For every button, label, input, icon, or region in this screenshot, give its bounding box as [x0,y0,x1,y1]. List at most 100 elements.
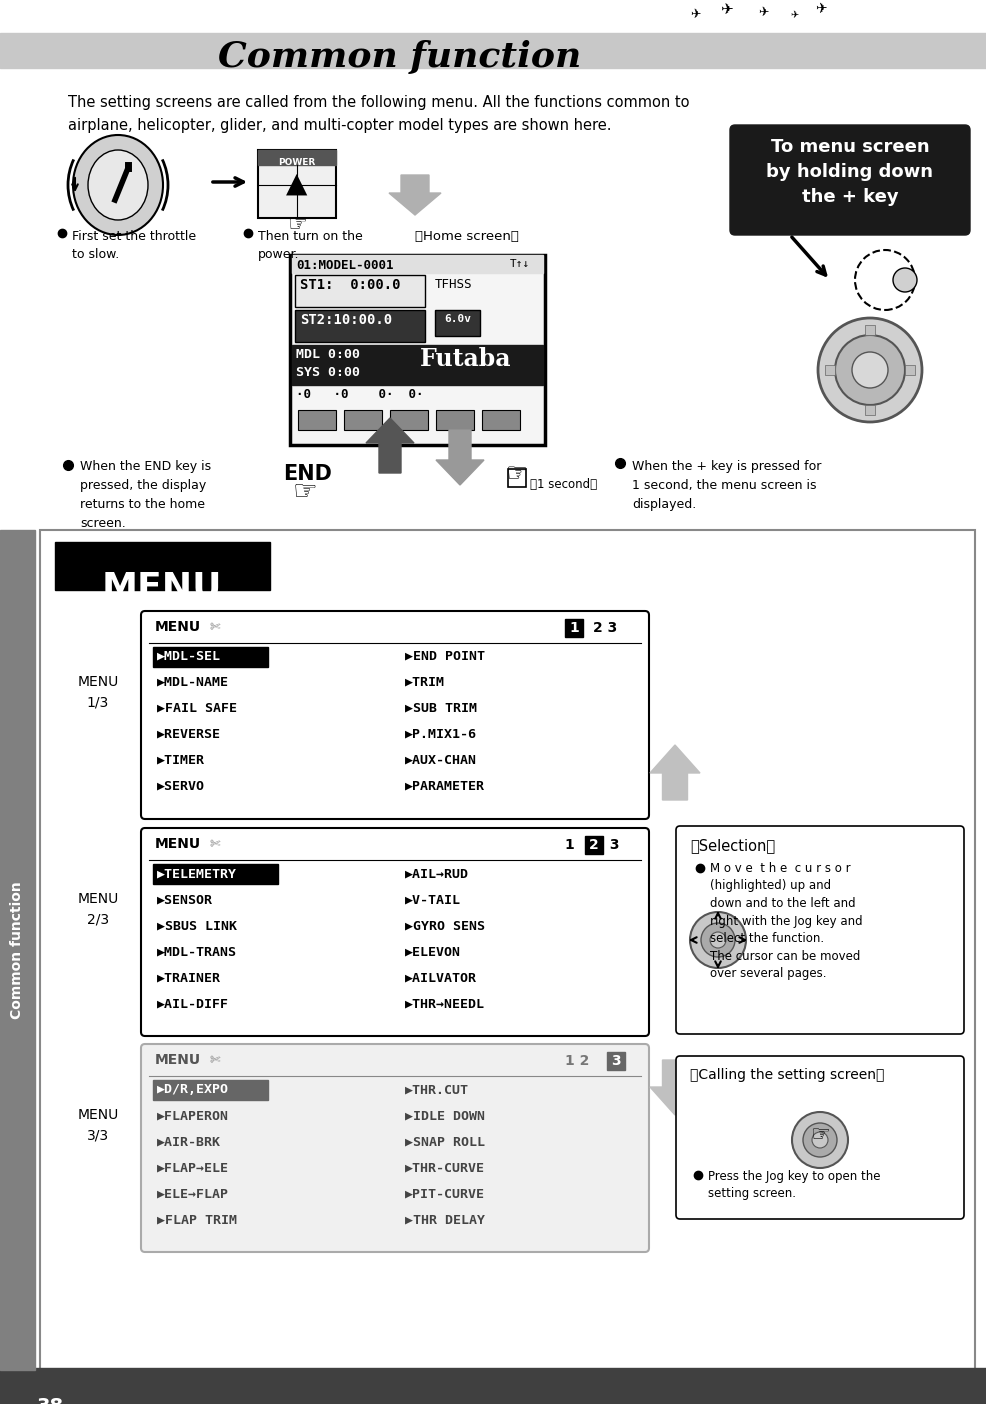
Text: 2: 2 [589,838,599,852]
Text: MENU: MENU [155,621,201,635]
Text: ▶FLAP TRIM: ▶FLAP TRIM [157,1213,237,1226]
Text: Common function: Common function [218,39,581,74]
Text: ▶FLAP→ELE: ▶FLAP→ELE [157,1161,229,1174]
Text: ▶V-TAIL: ▶V-TAIL [404,893,460,906]
Bar [508,469,526,487]
Text: airplane, helicopter, glider, and multi-copter model types are shown here.: airplane, helicopter, glider, and multi-… [68,118,611,133]
Text: ▶MDL-TRANS: ▶MDL-TRANS [157,945,237,958]
Bar [292,256,542,272]
Text: 3: 3 [610,1054,620,1068]
Bar [298,410,335,430]
Bar [153,1080,268,1099]
Text: ▶D/R,EXPO: ▶D/R,EXPO [157,1082,229,1097]
Text: ▶AIL→RUD: ▶AIL→RUD [404,868,468,880]
Text: POWER: POWER [278,159,316,167]
Bar [585,835,602,854]
FancyBboxPatch shape [141,828,649,1036]
Text: ▶SNAP ROLL: ▶SNAP ROLL [404,1134,484,1148]
Text: END: END [283,463,332,484]
Text: ✈: ✈ [757,6,768,20]
Text: When the END key is
pressed, the display
returns to the home
screen.: When the END key is pressed, the display… [80,461,211,529]
Circle shape [700,922,735,958]
Bar [40,529,974,1380]
Text: ▶SERVO: ▶SERVO [157,781,205,793]
Circle shape [791,1112,847,1168]
Text: MENU
2/3: MENU 2/3 [77,892,118,927]
Circle shape [803,1123,836,1157]
Text: ▶ELE→FLAP: ▶ELE→FLAP [157,1186,229,1200]
Text: MENU: MENU [102,570,222,604]
Text: 2 3: 2 3 [593,621,616,635]
Text: ▶GYRO SENS: ▶GYRO SENS [404,920,484,932]
Text: ▶THR.CUT: ▶THR.CUT [404,1082,468,1097]
Text: ✄: ✄ [210,837,220,849]
Bar [824,365,834,375]
Text: ▶FLAPERON: ▶FLAPERON [157,1109,229,1122]
Bar [0,529,35,1370]
Bar [436,410,473,430]
Text: MDL 0:00: MDL 0:00 [296,348,360,361]
Text: Then turn on the
power.: Then turn on the power. [257,230,363,261]
Bar [292,345,542,385]
Bar [153,647,268,667]
Text: ▶THR DELAY: ▶THR DELAY [404,1213,484,1226]
Text: T↑↓: T↑↓ [510,258,529,270]
Text: ▶END POINT: ▶END POINT [404,650,484,663]
Text: ▶P.MIX1-6: ▶P.MIX1-6 [404,729,476,741]
Text: MENU
1/3: MENU 1/3 [77,675,118,709]
Circle shape [892,268,916,292]
Bar [606,1052,624,1070]
Text: TFHSS: TFHSS [435,278,472,291]
Text: 1: 1 [564,838,579,852]
Text: ☞: ☞ [810,1125,829,1146]
Text: First set the throttle
to slow.: First set the throttle to slow. [72,230,196,261]
Circle shape [834,336,904,404]
Text: 38: 38 [36,1397,63,1404]
Text: ▶SENSOR: ▶SENSOR [157,893,213,906]
FancyBboxPatch shape [675,1056,963,1219]
Text: 6.0v: 6.0v [444,314,471,324]
Text: ▶TRAINER: ▶TRAINER [157,972,221,984]
Bar [153,863,278,885]
FancyBboxPatch shape [675,826,963,1033]
Text: ▶THR→NEEDL: ▶THR→NEEDL [404,997,484,1009]
Text: ▶PIT-CURVE: ▶PIT-CURVE [404,1186,484,1200]
Text: ST2:10:00.0: ST2:10:00.0 [300,313,391,327]
Bar [564,619,583,637]
FancyArrow shape [650,1060,699,1115]
Text: 「Home screen」: 「Home screen」 [414,230,519,243]
Text: ▶MDL-NAME: ▶MDL-NAME [157,675,229,689]
Text: ▶AIR-BRK: ▶AIR-BRK [157,1134,221,1148]
Text: 01:MODEL-0001: 01:MODEL-0001 [296,258,393,272]
Text: ☞: ☞ [292,477,317,505]
Circle shape [817,317,921,423]
Text: ▲: ▲ [286,170,308,198]
Text: Press the Jog key to open the
setting screen.: Press the Jog key to open the setting sc… [707,1170,880,1200]
Bar [344,410,382,430]
Text: ☞: ☞ [287,215,307,234]
Text: ▶AILVATOR: ▶AILVATOR [404,972,476,984]
Circle shape [851,352,887,388]
Bar [0,1367,986,1404]
Bar [55,542,270,590]
Text: To menu screen
by holding down
the + key: To menu screen by holding down the + key [766,138,933,206]
FancyBboxPatch shape [730,125,969,234]
Text: When the + key is pressed for
1 second, the menu screen is
displayed.: When the + key is pressed for 1 second, … [631,461,820,511]
FancyArrow shape [388,176,441,215]
Text: SYS 0:00: SYS 0:00 [296,366,360,379]
FancyArrow shape [650,746,699,800]
Bar [389,410,428,430]
Text: ▶ELEVON: ▶ELEVON [404,945,460,958]
Text: ✈: ✈ [719,1,732,17]
Text: 「Calling the setting screen」: 「Calling the setting screen」 [689,1068,883,1082]
Ellipse shape [88,150,148,220]
Text: ▶SUB TRIM: ▶SUB TRIM [404,702,476,715]
Text: 「Selection」: 「Selection」 [689,838,774,854]
Text: ☞: ☞ [505,462,528,486]
Circle shape [811,1132,827,1148]
Text: ▶TRIM: ▶TRIM [404,675,445,689]
Bar [0,34,986,67]
Text: ▶THR-CURVE: ▶THR-CURVE [404,1161,484,1174]
Circle shape [709,932,726,948]
Bar [435,310,479,336]
